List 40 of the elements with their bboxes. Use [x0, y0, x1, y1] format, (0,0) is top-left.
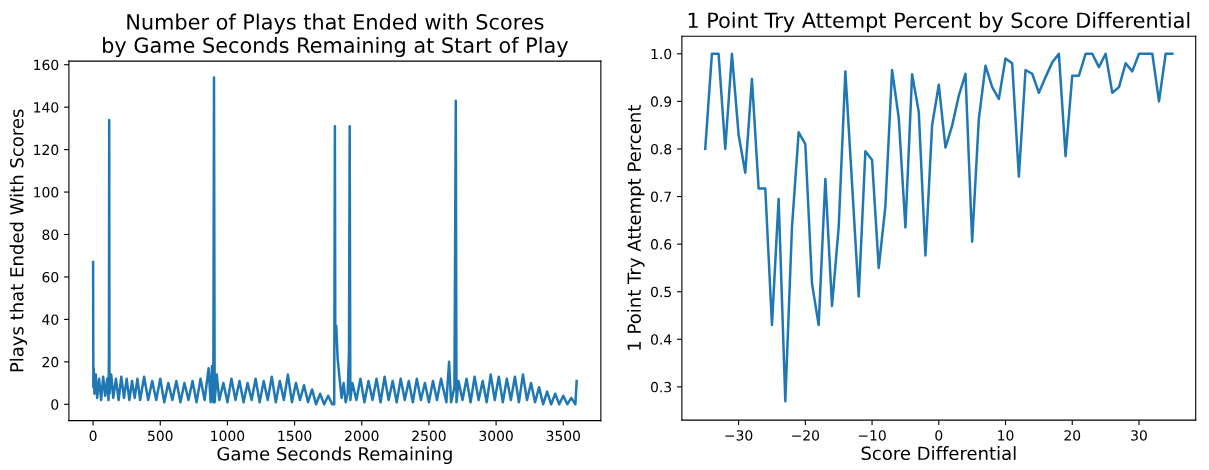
- x-tick-label: 2000: [345, 430, 379, 442]
- x-tick-label: 2500: [412, 430, 446, 442]
- y-tick-label: 140: [34, 102, 59, 113]
- x-axis-title: Score Differential: [861, 446, 1016, 461]
- y-tick-label: 160: [34, 59, 59, 71]
- y-tick-label: 40: [42, 314, 59, 325]
- x-tick-label: 0: [935, 430, 943, 441]
- x-tick-label: 10: [998, 430, 1014, 441]
- chart-title: Number of Plays that Ended with Scores by Game Seconds Remaining at Start of Play: [103, 13, 568, 58]
- y-tick-label: 120: [34, 144, 59, 156]
- y-tick-label: 0.4: [650, 334, 672, 345]
- y-tick-label: 80: [42, 229, 59, 240]
- x-tick-label: −10: [858, 430, 886, 441]
- y-tick-label: 0.6: [650, 239, 672, 250]
- x-tick-label: 1500: [278, 430, 312, 442]
- y-axis-title: 1 Point Try Attempt Percent: [627, 105, 645, 350]
- x-axis-title: Game Seconds Remaining: [217, 446, 452, 465]
- y-tick-label: 100: [34, 187, 59, 198]
- line-series: [703, 52, 1174, 403]
- x-tick-label: 1000: [211, 430, 245, 442]
- y-tick-label: 20: [42, 356, 59, 368]
- y-tick-label: 0.8: [650, 143, 672, 155]
- y-tick-label: 0.5: [650, 286, 671, 298]
- x-tick-label: 3000: [479, 430, 513, 442]
- chart-title: 1 Point Try Attempt Percent by Score Differential: [688, 12, 1190, 33]
- x-tick-label: −30: [725, 430, 753, 441]
- x-tick-label: 500: [148, 430, 173, 442]
- x-tick-label: −20: [792, 430, 820, 441]
- x-tick-label: 20: [1064, 430, 1081, 441]
- x-tick-label: 30: [1131, 430, 1147, 441]
- x-tick-label: 3500: [546, 430, 581, 442]
- y-tick-label: 0.3: [650, 381, 672, 393]
- line-series: [91, 76, 578, 406]
- y-axis-title: Plays that Ended With Scores: [9, 109, 28, 372]
- y-tick-label: 1.0: [651, 48, 672, 60]
- y-tick-label: 0: [51, 399, 59, 410]
- y-tick-label: 0.7: [650, 191, 671, 203]
- y-tick-label: 60: [42, 271, 59, 283]
- y-tick-label: 0.9: [650, 96, 672, 107]
- x-tick-label: 0: [89, 430, 97, 442]
